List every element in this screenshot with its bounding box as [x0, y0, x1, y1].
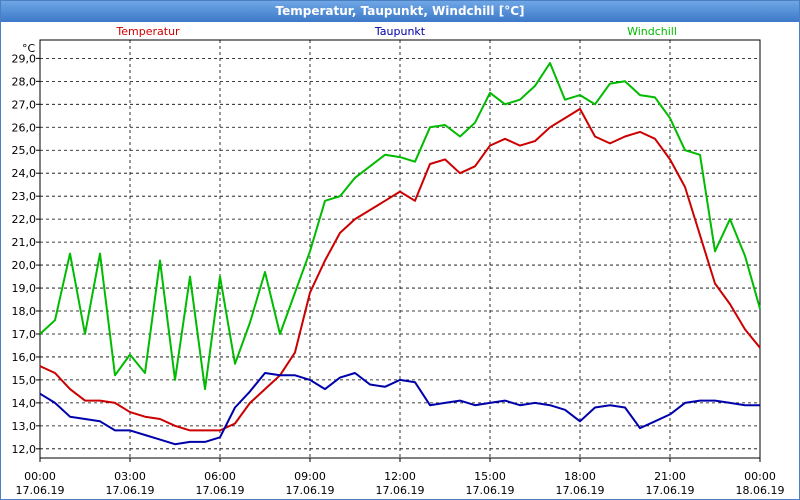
x-tick-date: 17.06.19 — [106, 484, 155, 497]
x-tick-date: 18.06.19 — [736, 484, 785, 497]
y-tick-label: 13,0 — [12, 420, 37, 433]
series-line-temperatur — [39, 107, 761, 432]
y-tick-label: 28,0 — [12, 75, 37, 88]
y-tick-label: 12,0 — [12, 443, 37, 456]
legend-item-taupunkt: Taupunkt — [374, 25, 426, 38]
legend: Temperatur Taupunkt Windchill — [115, 25, 677, 38]
y-tick-label: 23,0 — [12, 190, 37, 203]
y-tick-label: 15,0 — [12, 374, 37, 387]
x-tick-time: 21:00 — [654, 470, 686, 483]
x-tick-time: 18:00 — [564, 470, 596, 483]
y-tick-label: 20,0 — [12, 259, 37, 272]
x-tick-time: 12:00 — [384, 470, 416, 483]
x-tick-date: 17.06.19 — [286, 484, 335, 497]
legend-item-temperatur: Temperatur — [115, 25, 180, 38]
x-tick-date: 17.06.19 — [196, 484, 245, 497]
y-tick-label: 14,0 — [12, 397, 37, 410]
y-tick-label: 29,0 — [12, 52, 37, 65]
y-axis-unit: °C — [22, 42, 36, 55]
window-title: Temperatur, Taupunkt, Windchill [°C] — [1, 1, 799, 22]
x-tick-time: 15:00 — [474, 470, 506, 483]
y-tick-label: 24,0 — [12, 167, 37, 180]
y-axis-ticks: 12,0 13,0 14,0 15,0 16,0 17,0 18,0 19,0 20,0 21,0… — [12, 52, 40, 456]
y-tick-label: 21,0 — [12, 236, 37, 249]
series-lines — [39, 62, 761, 446]
y-tick-label: 18,0 — [12, 305, 37, 318]
y-tick-label: 19,0 — [12, 282, 37, 295]
y-tick-label: 16,0 — [12, 351, 37, 364]
legend-item-windchill: Windchill — [627, 25, 677, 38]
grid — [40, 40, 760, 458]
x-tick-time: 09:00 — [294, 470, 326, 483]
x-tick-date: 17.06.19 — [376, 484, 425, 497]
series-line-windchill — [39, 62, 761, 391]
x-axis-ticks: 00:0017.06.1903:0017.06.1906:0017.06.190… — [16, 458, 785, 497]
series-line-taupunkt — [39, 372, 760, 446]
x-tick-time: 06:00 — [204, 470, 236, 483]
y-tick-label: 26,0 — [12, 121, 37, 134]
y-tick-label: 22,0 — [12, 213, 37, 226]
x-tick-date: 17.06.19 — [646, 484, 695, 497]
y-tick-label: 25,0 — [12, 144, 37, 157]
x-tick-date: 17.06.19 — [466, 484, 515, 497]
x-tick-time: 00:00 — [24, 470, 56, 483]
y-tick-label: 27,0 — [12, 98, 37, 111]
y-tick-label: 17,0 — [12, 328, 37, 341]
x-tick-date: 17.06.19 — [16, 484, 65, 497]
x-tick-time: 03:00 — [114, 470, 146, 483]
x-tick-time: 00:00 — [744, 470, 776, 483]
x-tick-date: 17.06.19 — [556, 484, 605, 497]
